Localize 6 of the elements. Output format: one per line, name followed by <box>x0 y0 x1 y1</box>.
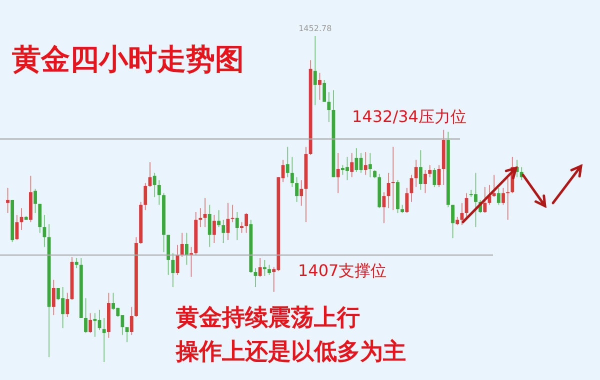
ref-line-label: 1432/34压力位 <box>352 107 466 126</box>
annotation: 1452.78 <box>298 24 332 33</box>
annotation: 操作上还是以低多为主 <box>175 338 406 365</box>
chart-title: 黄金四小时走势图 <box>11 42 244 76</box>
annotation: 黄金持续震荡上行 <box>175 304 360 331</box>
ref-line-label: 1407支撑位 <box>298 261 387 280</box>
